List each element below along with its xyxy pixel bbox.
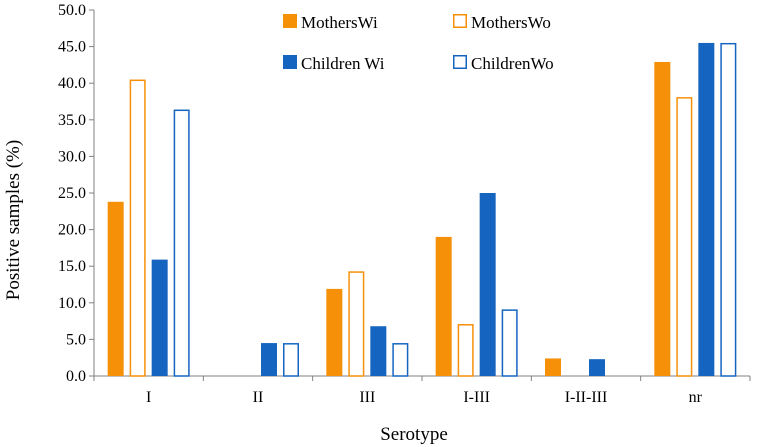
- bar-motherswo-nr: [676, 97, 693, 377]
- bar-childrenwo-iii: [392, 343, 409, 377]
- y-tick-label: 20.0: [58, 222, 86, 239]
- legend-swatch: [283, 14, 297, 28]
- y-tick-label: 0.0: [66, 368, 86, 385]
- bar-children-wi-i-ii-iii: [589, 359, 605, 376]
- bar-motherswi-i-iii: [435, 236, 452, 376]
- bars: [107, 42, 737, 377]
- y-tick-label: 35.0: [58, 112, 86, 129]
- y-tick-label: 50.0: [58, 2, 86, 19]
- y-axis-title: Positive samples (%): [3, 140, 24, 300]
- bar-children-wi-i-iii: [479, 193, 496, 376]
- bar-motherswo-iii: [348, 271, 365, 377]
- bar-motherswo-i-iii: [457, 324, 474, 377]
- y-tick-label: 15.0: [58, 258, 86, 275]
- x-tick-label: I-II-III: [565, 389, 608, 406]
- legend: MothersWi MothersWo Children Wi ChildrenWo: [283, 13, 554, 73]
- bar-motherswi-iii: [326, 288, 343, 376]
- legend-label: MothersWo: [471, 13, 551, 32]
- y-axis: 0.0 5.0 10.0 15.0 20.0 25.0 30.0 35.0 40.0 45.0 50…: [58, 2, 95, 385]
- x-tick-label: I-III: [463, 389, 490, 406]
- x-tick-label: I: [146, 389, 151, 406]
- y-tick-label: 40.0: [58, 75, 86, 92]
- y-tick-label: 10.0: [58, 295, 86, 312]
- legend-swatch: [453, 55, 467, 69]
- x-tick-label: III: [359, 389, 375, 406]
- x-axis: I II III I-III I-II-III nr: [93, 375, 751, 406]
- bar-motherswo-i: [129, 79, 146, 377]
- bar-children-wi-i: [151, 259, 168, 376]
- y-tick-label: 30.0: [58, 148, 86, 165]
- bar-motherswi-i: [107, 201, 124, 376]
- legend-swatch: [283, 55, 297, 69]
- x-tick-label: nr: [689, 389, 703, 406]
- bar-motherswi-i-ii-iii: [545, 358, 561, 376]
- y-tick-label: 5.0: [66, 331, 86, 348]
- bar-childrenwo-i: [173, 109, 190, 377]
- x-tick-label: II: [253, 389, 264, 406]
- bar-childrenwo-ii: [283, 343, 299, 377]
- legend-label: ChildrenWo: [471, 54, 554, 73]
- legend-label: Children Wi: [301, 54, 385, 73]
- legend-swatch: [453, 14, 467, 28]
- bar-childrenwo-nr: [720, 42, 737, 377]
- bar-motherswi-nr: [654, 61, 671, 377]
- bar-childrenwo-i-iii: [501, 309, 518, 377]
- y-tick-label: 45.0: [58, 39, 86, 56]
- bar-children-wi-iii: [370, 326, 387, 376]
- bar-children-wi-ii: [261, 343, 277, 376]
- legend-label: MothersWi: [301, 13, 378, 32]
- y-tick-label: 25.0: [58, 185, 86, 202]
- x-axis-title: Serotype: [380, 424, 448, 445]
- bar-children-wi-nr: [698, 42, 715, 376]
